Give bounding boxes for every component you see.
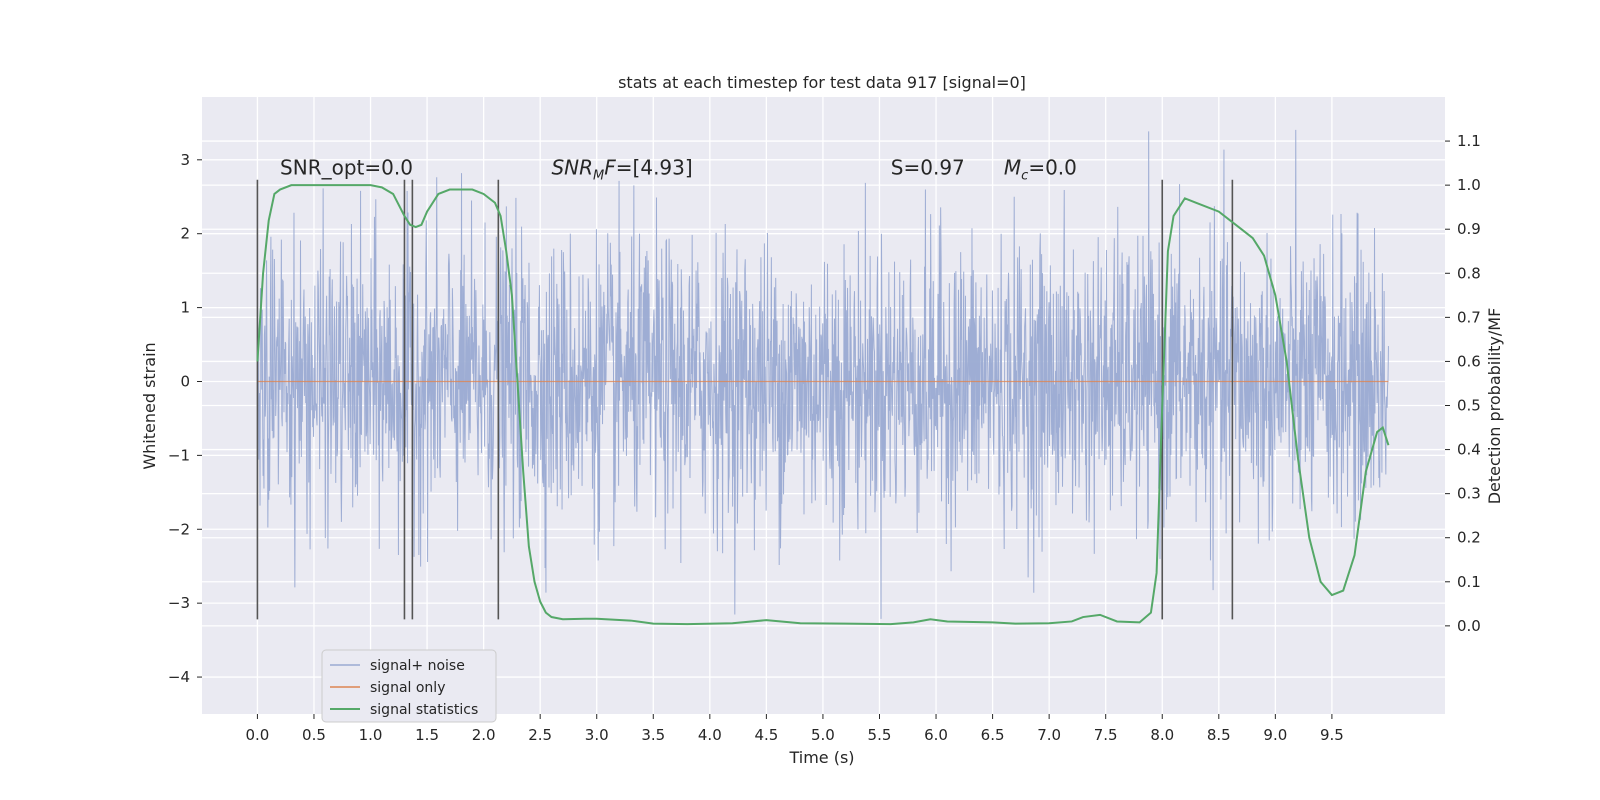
x-tick-label: 3.0 [585, 726, 609, 744]
x-tick-label: 5.5 [868, 726, 892, 744]
y-tick-label-right: 1.0 [1457, 176, 1481, 194]
x-axis-label: Time (s) [788, 748, 854, 767]
annotation: SNRMF=[4.93] [551, 156, 692, 184]
annotations: SNR_opt=0.0 SNRMF=[4.93] S=0.97 Mc=0.0 [280, 156, 1077, 184]
annotation: S=0.97 [891, 156, 965, 180]
x-tick-label: 2.5 [528, 726, 552, 744]
x-tick-label: 6.5 [981, 726, 1005, 744]
legend-label: signal statistics [370, 702, 478, 718]
y-axis-label-right: Detection probability/MF [1485, 308, 1504, 505]
x-tick-label: 8.0 [1150, 726, 1174, 744]
x-tick-label: 0.0 [245, 726, 269, 744]
y-tick-label-right: 0.2 [1457, 529, 1481, 547]
y-tick-label: 0 [180, 372, 190, 390]
x-tick-label: 1.0 [359, 726, 383, 744]
x-tick-label: 8.5 [1207, 726, 1231, 744]
y-tick-label-right: 0.0 [1457, 617, 1481, 635]
y-ticks-right: 1.1 1.0 0.9 0.8 0.7 0.6 0.5 0.4 0.3 0.2 0.1 0.0 [1445, 132, 1481, 635]
y-tick-label-right: 0.5 [1457, 397, 1481, 415]
y-tick-label-right: 0.4 [1457, 441, 1481, 459]
legend-label: signal only [370, 680, 445, 696]
y-tick-label: −2 [168, 520, 190, 538]
y-tick-label: −3 [168, 594, 190, 612]
legend-label: signal+ noise [370, 658, 465, 674]
x-tick-label: 4.5 [754, 726, 778, 744]
chart-title: stats at each timestep for test data 917… [618, 73, 1026, 92]
x-tick-label: 9.0 [1263, 726, 1287, 744]
annotation: SNR_opt=0.0 [280, 156, 413, 180]
x-tick-label: 3.5 [641, 726, 665, 744]
x-tick-label: 7.0 [1037, 726, 1061, 744]
legend: signal+ noise signal only signal statistic… [321, 649, 497, 723]
x-tick-label: 1.5 [415, 726, 439, 744]
y-tick-label: 1 [180, 299, 190, 317]
y-tick-label: −4 [168, 668, 190, 686]
y-tick-label-right: 0.9 [1457, 220, 1481, 238]
x-tick-label: 0.5 [302, 726, 326, 744]
y-tick-label: −1 [168, 446, 190, 464]
x-tick-label: 5.0 [811, 726, 835, 744]
y-tick-label-right: 0.8 [1457, 264, 1481, 282]
y-tick-label: 2 [180, 225, 190, 243]
y-tick-label-right: 0.1 [1457, 573, 1481, 591]
statistics-series [256, 184, 1390, 626]
x-tick-label: 7.5 [1094, 726, 1118, 744]
noise-line [256, 129, 1389, 619]
x-tick-label: 9.5 [1320, 726, 1344, 744]
annotation: Mc=0.0 [1004, 156, 1077, 184]
statistics-line [256, 184, 1390, 626]
y-ticks: 3 2 1 0 −1 −2 −3 −4 [168, 151, 202, 686]
x-tick-label: 2.0 [472, 726, 496, 744]
x-tick-label: 6.0 [924, 726, 948, 744]
x-ticks: 0.0 0.5 1.0 1.5 2.0 2.5 3.0 3.5 4.0 4.5 5.0 5.5 6.0 6… [245, 714, 1344, 744]
legend-box [321, 649, 497, 723]
y-tick-label-right: 0.6 [1457, 352, 1481, 370]
y-tick-label-right: 0.3 [1457, 485, 1481, 503]
x-tick-label: 4.0 [698, 726, 722, 744]
noise-series [256, 129, 1389, 619]
y-axis-label: Whitened strain [140, 342, 159, 469]
y-tick-label: 3 [180, 151, 190, 169]
y-tick-label-right: 1.1 [1457, 132, 1481, 150]
y-tick-label-right: 0.7 [1457, 308, 1481, 326]
